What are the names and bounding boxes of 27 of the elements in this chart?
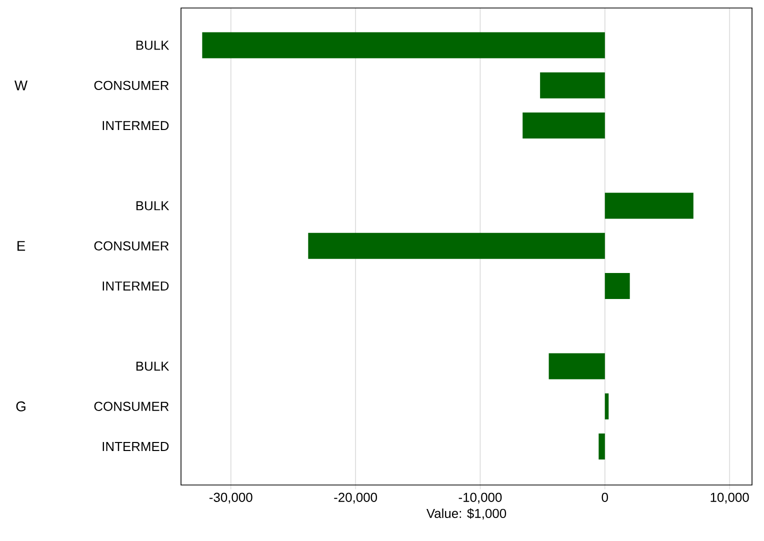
x-axis-title: Value: $1,000 [426,508,506,520]
y-tick-label: CONSUMER [94,80,169,90]
text: E [17,241,26,251]
x-tick-label: -10,000 [458,492,502,504]
bar [202,32,605,58]
y-tick-label: BULK [136,40,170,50]
bar [308,232,605,259]
y-tick-label: INTERMED [102,282,169,290]
bar [540,72,605,98]
y-tick-label: CONSUMER [94,402,169,411]
bar [598,433,605,460]
bar [604,393,609,420]
bar [548,353,605,380]
y-tick-label: BULK [136,362,170,371]
y-tick-label: INTERMED [102,121,169,130]
bar [522,112,605,139]
y-tick-label: BULK [136,201,170,210]
x-tick-label: 0 [602,492,608,502]
bar [604,273,630,300]
bar [604,192,694,219]
text: W [14,80,28,90]
text: G [16,401,26,412]
y-tick-label: CONSUMER [94,241,169,250]
x-tick-label: 10,000 [710,492,749,504]
x-tick-label: -30,000 [209,492,252,504]
x-tick-label: -20,000 [334,492,377,504]
y-tick-label: INTERMED [102,442,169,451]
